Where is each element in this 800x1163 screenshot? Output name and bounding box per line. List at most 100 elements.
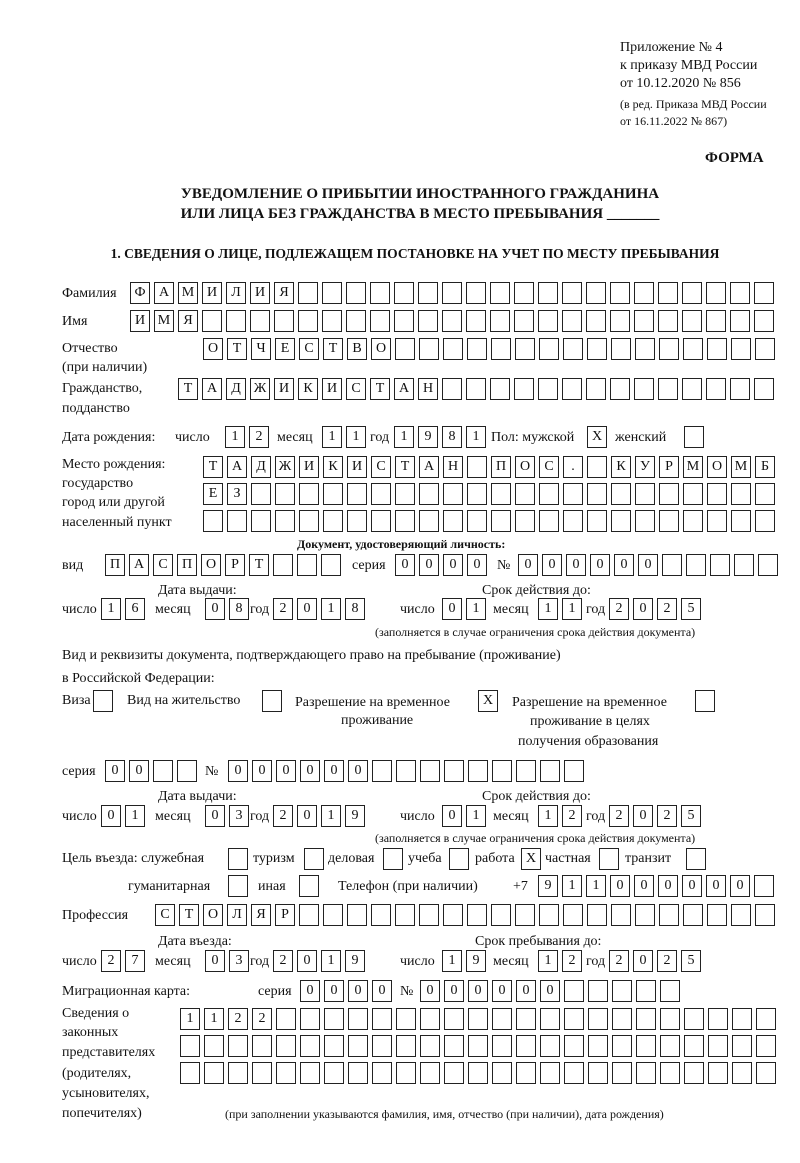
char-cell[interactable] [273,554,293,576]
char-cell[interactable] [323,904,343,926]
char-cell[interactable]: Е [203,483,223,505]
char-cell[interactable] [420,1008,440,1030]
char-cell[interactable]: 0 [420,980,440,1002]
char-cell[interactable] [442,378,462,400]
char-cell[interactable]: 1 [322,426,342,448]
char-cell[interactable] [322,310,342,332]
char-cell[interactable]: 9 [466,950,486,972]
char-cell[interactable] [466,310,486,332]
char-cell[interactable]: Н [418,378,438,400]
char-cell[interactable]: 2 [228,1008,248,1030]
char-cell[interactable] [731,510,751,532]
char-cell[interactable] [180,1062,200,1084]
char-cell[interactable] [564,1008,584,1030]
char-cell[interactable]: А [202,378,222,400]
char-cell[interactable]: 1 [125,805,145,827]
char-cell[interactable] [540,1035,560,1057]
char-cell[interactable]: 0 [252,760,272,782]
char-cell[interactable]: 0 [442,598,462,620]
char-cell[interactable]: 2 [249,426,269,448]
char-cell[interactable] [228,1035,248,1057]
char-cell[interactable]: 2 [273,805,293,827]
purpose-other-checkbox[interactable] [299,875,319,897]
char-cell[interactable] [730,378,750,400]
char-cell[interactable] [276,1035,296,1057]
char-cell[interactable] [467,456,487,478]
char-cell[interactable] [588,1062,608,1084]
char-cell[interactable]: О [201,554,221,576]
char-cell[interactable] [372,760,392,782]
char-cell[interactable] [707,338,727,360]
checkbox-cell[interactable] [299,875,319,897]
char-cell[interactable]: 2 [609,598,629,620]
char-cell[interactable] [444,1035,464,1057]
char-cell[interactable] [564,760,584,782]
char-cell[interactable] [515,904,535,926]
char-cell[interactable]: 0 [205,950,225,972]
char-cell[interactable]: 0 [566,554,586,576]
char-cell[interactable] [562,282,582,304]
char-cell[interactable] [516,1062,536,1084]
char-cell[interactable] [321,554,341,576]
char-cell[interactable]: И [130,310,150,332]
char-cell[interactable] [396,1008,416,1030]
char-cell[interactable] [418,310,438,332]
char-cell[interactable] [515,483,535,505]
char-cell[interactable] [420,760,440,782]
char-cell[interactable]: 0 [324,980,344,1002]
char-cell[interactable] [684,1062,704,1084]
char-cell[interactable]: Ж [275,456,295,478]
char-cell[interactable] [419,904,439,926]
char-cell[interactable] [540,760,560,782]
char-cell[interactable]: 0 [634,875,654,897]
birthplace-field-3[interactable] [203,510,775,532]
char-cell[interactable]: 0 [518,554,538,576]
residence-permit-checkbox[interactable] [262,690,282,712]
char-cell[interactable] [299,904,319,926]
char-cell[interactable]: 1 [204,1008,224,1030]
char-cell[interactable]: И [322,378,342,400]
char-cell[interactable] [755,904,775,926]
char-cell[interactable]: 0 [442,805,462,827]
char-cell[interactable]: 0 [372,980,392,1002]
char-cell[interactable]: 2 [609,950,629,972]
char-cell[interactable] [226,310,246,332]
char-cell[interactable] [297,554,317,576]
char-cell[interactable]: О [707,456,727,478]
char-cell[interactable] [756,1035,776,1057]
char-cell[interactable] [635,338,655,360]
sex-male-checkbox[interactable]: X [587,426,607,448]
char-cell[interactable]: 1 [466,426,486,448]
char-cell[interactable]: 0 [348,760,368,782]
char-cell[interactable] [636,1008,656,1030]
char-cell[interactable]: А [154,282,174,304]
char-cell[interactable] [372,1008,392,1030]
char-cell[interactable]: С [153,554,173,576]
char-cell[interactable]: 1 [321,598,341,620]
checkbox-cell[interactable] [383,848,403,870]
char-cell[interactable] [467,483,487,505]
checkbox-cell[interactable] [695,690,715,712]
char-cell[interactable] [732,1008,752,1030]
char-cell[interactable]: 0 [395,554,415,576]
char-cell[interactable]: П [105,554,125,576]
char-cell[interactable] [659,510,679,532]
char-cell[interactable] [683,338,703,360]
char-cell[interactable] [612,1062,632,1084]
char-cell[interactable]: 0 [633,805,653,827]
char-cell[interactable] [516,1035,536,1057]
char-cell[interactable] [586,282,606,304]
char-cell[interactable] [492,1008,512,1030]
char-cell[interactable]: 2 [562,950,582,972]
char-cell[interactable] [635,483,655,505]
char-cell[interactable]: М [683,456,703,478]
